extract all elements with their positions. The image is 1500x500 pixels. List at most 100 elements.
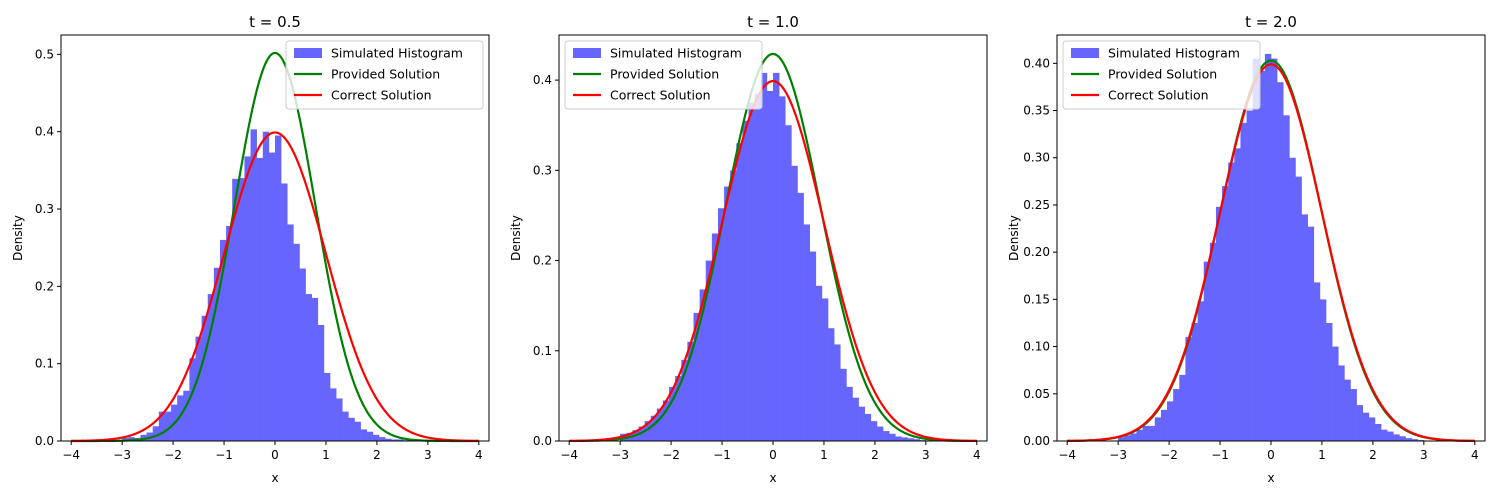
chart-panel-1: −4 −3 −2 −1 0 1 2 3 4 0.0 0.1 0.2 0.3 0.4 0.5 t = 0.5 x D… (11, 13, 490, 485)
histogram-bar (1368, 417, 1376, 441)
x-tick-label: 2 (1369, 448, 1377, 462)
y-tick-label: 0.25 (1023, 198, 1050, 212)
histogram-bar (907, 438, 914, 441)
chart-title: t = 2.0 (1245, 13, 1297, 31)
histogram-bar (1215, 206, 1223, 441)
y-tick-label: 0.2 (35, 279, 54, 293)
histogram-bar (1362, 412, 1370, 441)
legend: Simulated Histogram Provided Solution Corr… (564, 40, 763, 110)
histogram-bar (1350, 389, 1357, 441)
histogram-bar (1264, 53, 1272, 441)
histogram-bar (773, 72, 780, 441)
chart-title: t = 0.5 (249, 13, 301, 31)
legend-box (1062, 40, 1261, 110)
histogram-bar (183, 390, 190, 441)
x-tick-label: 4 (973, 448, 981, 462)
histogram-bar (305, 294, 312, 441)
y-tick-label: 0.1 (533, 344, 552, 358)
histogram-bar (250, 129, 257, 441)
x-tick-label: 3 (922, 448, 930, 462)
histogram-bar (779, 96, 786, 442)
x-tick-label: −4 (560, 448, 578, 462)
histogram-bar (189, 358, 196, 441)
correct-solution-line (569, 79, 977, 442)
histogram-bar (330, 388, 337, 441)
histogram-bar (1234, 148, 1241, 442)
y-tick-label: 0.20 (1023, 245, 1050, 259)
histogram-bar (1313, 282, 1321, 441)
provided-solution-line (569, 52, 977, 443)
histogram-bar (815, 285, 823, 441)
correct-solution-line (1067, 63, 1475, 442)
histogram-bar (281, 183, 288, 442)
histogram-bar (1277, 82, 1284, 442)
histogram-bar (681, 359, 688, 441)
histogram-bar (669, 386, 676, 441)
x-axis-label: x (271, 471, 278, 485)
histogram-bar (1252, 58, 1260, 442)
histogram-bar (895, 436, 902, 441)
histogram-bar (1289, 157, 1296, 441)
histogram-bar (864, 413, 872, 441)
histogram-bar (128, 437, 135, 441)
histogram-bar (262, 131, 270, 441)
histogram-bar (293, 243, 300, 441)
histogram-bar (760, 72, 768, 441)
histogram-bar (705, 260, 713, 441)
chart-panel-2: −4 −3 −2 −1 0 1 2 3 4 0.0 0.1 0.2 0.3 0.4 t = 1.0 x Dens… (509, 13, 988, 485)
histogram-bar (1393, 434, 1400, 441)
histogram-bar (244, 156, 251, 441)
x-tick-label: −2 (1160, 448, 1178, 462)
x-tick-label: −3 (1109, 448, 1127, 462)
y-tick-label: 0.3 (533, 163, 552, 177)
histogram-bar (342, 411, 349, 441)
histogram-bar (724, 186, 731, 441)
x-tick-label: 1 (1318, 448, 1326, 462)
legend-label: Simulated Histogram (610, 46, 742, 61)
histogram-bar (1258, 70, 1266, 442)
y-tick-label: 0.4 (533, 73, 552, 87)
x-tick-label: −1 (713, 448, 731, 462)
legend-box (285, 40, 484, 110)
histogram-bar (366, 431, 374, 441)
x-tick-label: −4 (1058, 448, 1076, 462)
histogram-bar (348, 417, 355, 441)
histogram-bar (195, 336, 202, 441)
y-tick-label: 0.35 (1023, 104, 1050, 118)
chart-panel-3: −4 −3 −2 −1 0 1 2 3 4 0.00 0.05 0.10 0.15 0.20 0.25 0.3… (1007, 13, 1486, 485)
x-axis-label: x (769, 471, 776, 485)
histogram-bar (1118, 437, 1125, 441)
y-axis-label: Density (509, 215, 523, 261)
y-tick-label: 0.0 (533, 434, 552, 448)
histogram-bar (1185, 337, 1192, 441)
histogram-bar (201, 315, 209, 441)
histogram-bar (1399, 436, 1406, 441)
histogram-bar (275, 135, 282, 442)
histogram-bar (336, 398, 343, 441)
histogram-bar (1246, 110, 1253, 441)
y-tick-label: 0.10 (1023, 340, 1050, 354)
histogram-bar (1344, 379, 1351, 441)
histogram-bar (213, 267, 221, 441)
histogram-bar (1130, 433, 1137, 441)
histogram-bar (238, 178, 245, 442)
histogram-bar (1356, 405, 1364, 441)
legend-box (564, 40, 763, 110)
histogram-bar (1387, 431, 1394, 441)
x-tick-label: 2 (871, 448, 879, 462)
legend: Simulated Histogram Provided Solution Corr… (1062, 40, 1261, 110)
histogram-bar (323, 372, 331, 441)
histogram-bar (1332, 346, 1339, 441)
histogram-bar (675, 376, 682, 441)
histogram-bar (883, 431, 890, 441)
histogram-bar (693, 312, 700, 441)
histogram-bar (1197, 301, 1205, 441)
histogram-bar (397, 439, 404, 441)
histogram-bar (287, 224, 294, 441)
histogram-bar (1283, 115, 1290, 442)
histogram-bar (1136, 429, 1143, 441)
histogram-bar (711, 233, 719, 441)
y-tick-label: 0.00 (1023, 434, 1050, 448)
x-tick-label: −3 (113, 448, 131, 462)
histogram-bar (1209, 242, 1217, 441)
